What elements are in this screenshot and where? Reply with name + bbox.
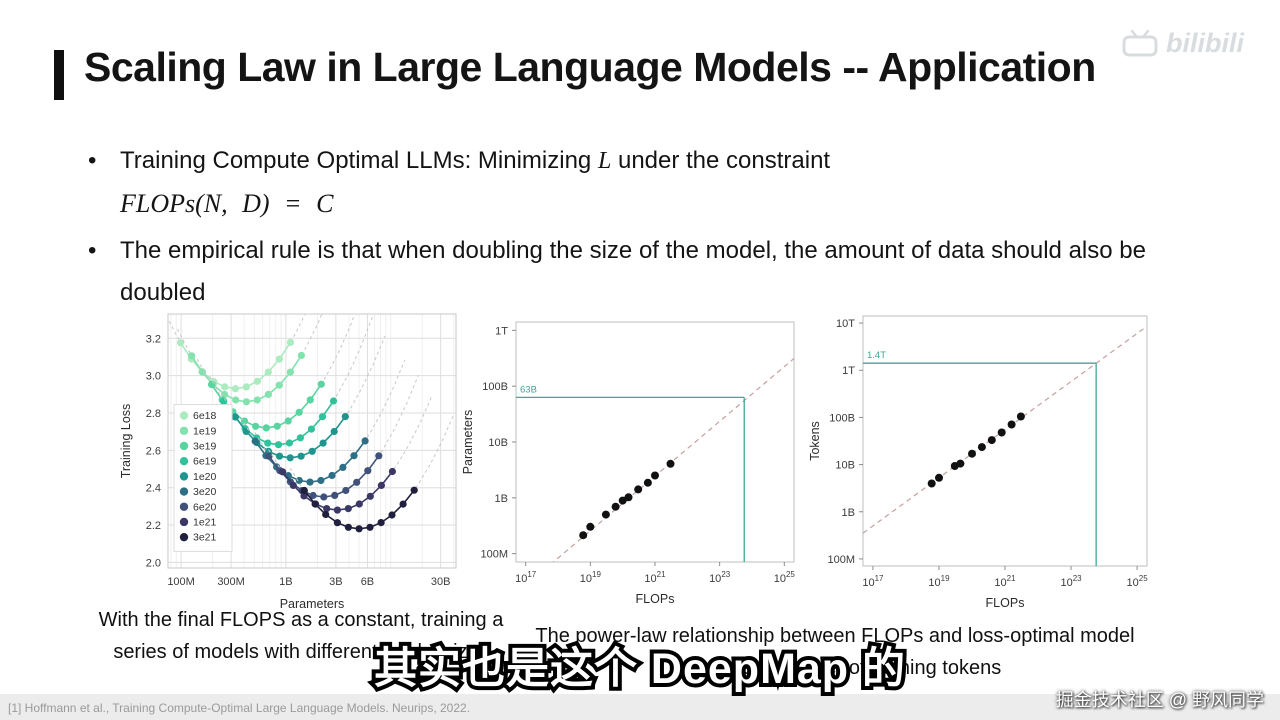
svg-text:1e20: 1e20	[193, 471, 217, 483]
svg-text:2.0: 2.0	[146, 557, 161, 569]
svg-text:100M: 100M	[480, 549, 508, 561]
svg-text:1019: 1019	[928, 574, 950, 589]
svg-text:1017: 1017	[862, 574, 884, 589]
svg-text:3.2: 3.2	[146, 333, 161, 345]
svg-text:6e19: 6e19	[193, 456, 217, 468]
svg-text:1B: 1B	[495, 493, 508, 505]
svg-text:1021: 1021	[994, 574, 1016, 589]
svg-text:10B: 10B	[488, 437, 508, 449]
svg-text:3.0: 3.0	[146, 371, 161, 383]
bullet-text: Training Compute Optimal LLMs: Minimizin…	[120, 140, 1195, 226]
subtitle-outline: 其实也是这个 DeepMap 的	[370, 641, 909, 697]
flops-tokens-chart: 1.4T 1017 1019 1021 1023 1025 100M 1B 10B 100B 1T 1…	[808, 315, 1149, 610]
svg-text:100B: 100B	[482, 381, 508, 393]
svg-text:1T: 1T	[495, 325, 508, 337]
svg-text:2.8: 2.8	[146, 408, 161, 420]
svg-text:FLOPs: FLOPs	[986, 596, 1025, 610]
footer-strip	[0, 694, 1280, 720]
bilibili-tv-icon	[1122, 30, 1158, 57]
bullet-item: • Training Compute Optimal LLMs: Minimiz…	[88, 140, 1198, 226]
svg-text:1025: 1025	[1127, 574, 1149, 589]
svg-text:3B: 3B	[329, 576, 342, 588]
svg-text:100M: 100M	[827, 554, 855, 566]
svg-text:300M: 300M	[217, 576, 245, 588]
math-variable-L: L	[597, 148, 612, 174]
bilibili-watermark-text: bilibili	[1166, 28, 1244, 58]
svg-text:1e19: 1e19	[193, 425, 217, 437]
isoflop-loss-chart: 100M 300M 1B 3B 6B 30B 2.0 2.2 2.4 2.6 2.8 3.0 3.2 Pa…	[119, 313, 457, 611]
bullet-text: The empirical rule is that when doubling…	[120, 237, 1146, 306]
svg-text:1025: 1025	[774, 570, 796, 585]
caption-right: The power-law relationship between FLOPs…	[535, 625, 1135, 679]
svg-text:2.2: 2.2	[146, 520, 161, 532]
svg-text:1e21: 1e21	[193, 516, 217, 528]
svg-text:6e18: 6e18	[193, 410, 217, 422]
caption-left: With the final FLOPS as a constant, trai…	[98, 609, 504, 663]
svg-text:6B: 6B	[361, 576, 374, 588]
svg-text:3e20: 3e20	[193, 486, 217, 498]
svg-text:100M: 100M	[167, 576, 195, 588]
svg-text:2.4: 2.4	[146, 483, 161, 495]
svg-text:1023: 1023	[1060, 574, 1082, 589]
svg-text:Tokens: Tokens	[808, 421, 822, 461]
svg-text:Parameters: Parameters	[461, 410, 475, 475]
svg-text:1.4T: 1.4T	[867, 350, 886, 361]
svg-text:1B: 1B	[279, 576, 292, 588]
bullet-list: • Training Compute Optimal LLMs: Minimiz…	[88, 140, 1198, 314]
bullet1-text-pre: Training Compute Optimal LLMs: Minimizin…	[120, 147, 598, 174]
svg-text:1017: 1017	[515, 570, 537, 585]
svg-text:10B: 10B	[835, 460, 855, 472]
svg-text:100B: 100B	[829, 412, 855, 424]
bullet1-text-post: under the constraint	[611, 147, 831, 174]
svg-text:1T: 1T	[842, 365, 855, 377]
bullet-marker: •	[88, 147, 97, 174]
svg-text:10T: 10T	[836, 318, 855, 330]
svg-text:6e20: 6e20	[193, 501, 217, 513]
page-title: Scaling Law in Large Language Models -- …	[84, 44, 1096, 90]
math-expression: FLOPs(N, D) = C	[120, 189, 334, 218]
bullet-item: • The empirical rule is that when doubli…	[88, 230, 1198, 314]
subtitle-overlay: 其实也是这个 DeepMap 的 其实也是这个 DeepMap 的	[0, 634, 1280, 697]
svg-text:1B: 1B	[842, 507, 855, 519]
svg-text:3e21: 3e21	[193, 532, 217, 544]
flops-parameters-chart: 63B 1017 1019 1021 1023 1025 100M 1B 10B 100B 1T FL…	[461, 321, 796, 606]
svg-text:3e19: 3e19	[193, 440, 217, 452]
community-watermark: 掘金技术社区 @ 野风同学	[1055, 690, 1264, 710]
svg-text:Training Loss: Training Loss	[119, 404, 133, 479]
svg-text:1023: 1023	[709, 570, 731, 585]
svg-text:1019: 1019	[580, 570, 602, 585]
footnote: [1] Hoffmann et al., Training Compute-Op…	[8, 701, 471, 715]
svg-text:FLOPs: FLOPs	[636, 592, 675, 606]
subtitle-text: 其实也是这个 DeepMap 的	[373, 645, 907, 693]
svg-text:1021: 1021	[644, 570, 666, 585]
svg-text:63B: 63B	[520, 384, 537, 395]
bullet-marker: •	[88, 237, 97, 264]
svg-text:30B: 30B	[431, 576, 451, 588]
svg-text:2.6: 2.6	[146, 445, 161, 457]
bilibili-watermark: bilibili	[1122, 28, 1244, 59]
title-accent-bar	[54, 50, 64, 100]
svg-text:Parameters: Parameters	[280, 597, 345, 611]
